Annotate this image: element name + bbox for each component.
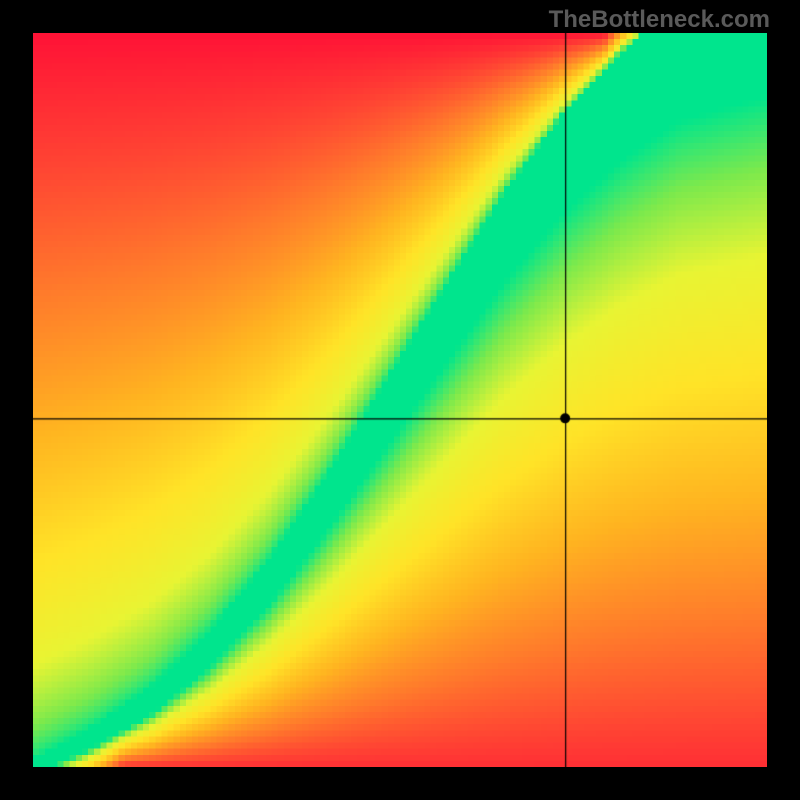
- bottleneck-heatmap: [33, 33, 767, 767]
- chart-container: { "canvas": { "width": 800, "height": 80…: [0, 0, 800, 800]
- watermark-text: TheBottleneck.com: [549, 6, 770, 34]
